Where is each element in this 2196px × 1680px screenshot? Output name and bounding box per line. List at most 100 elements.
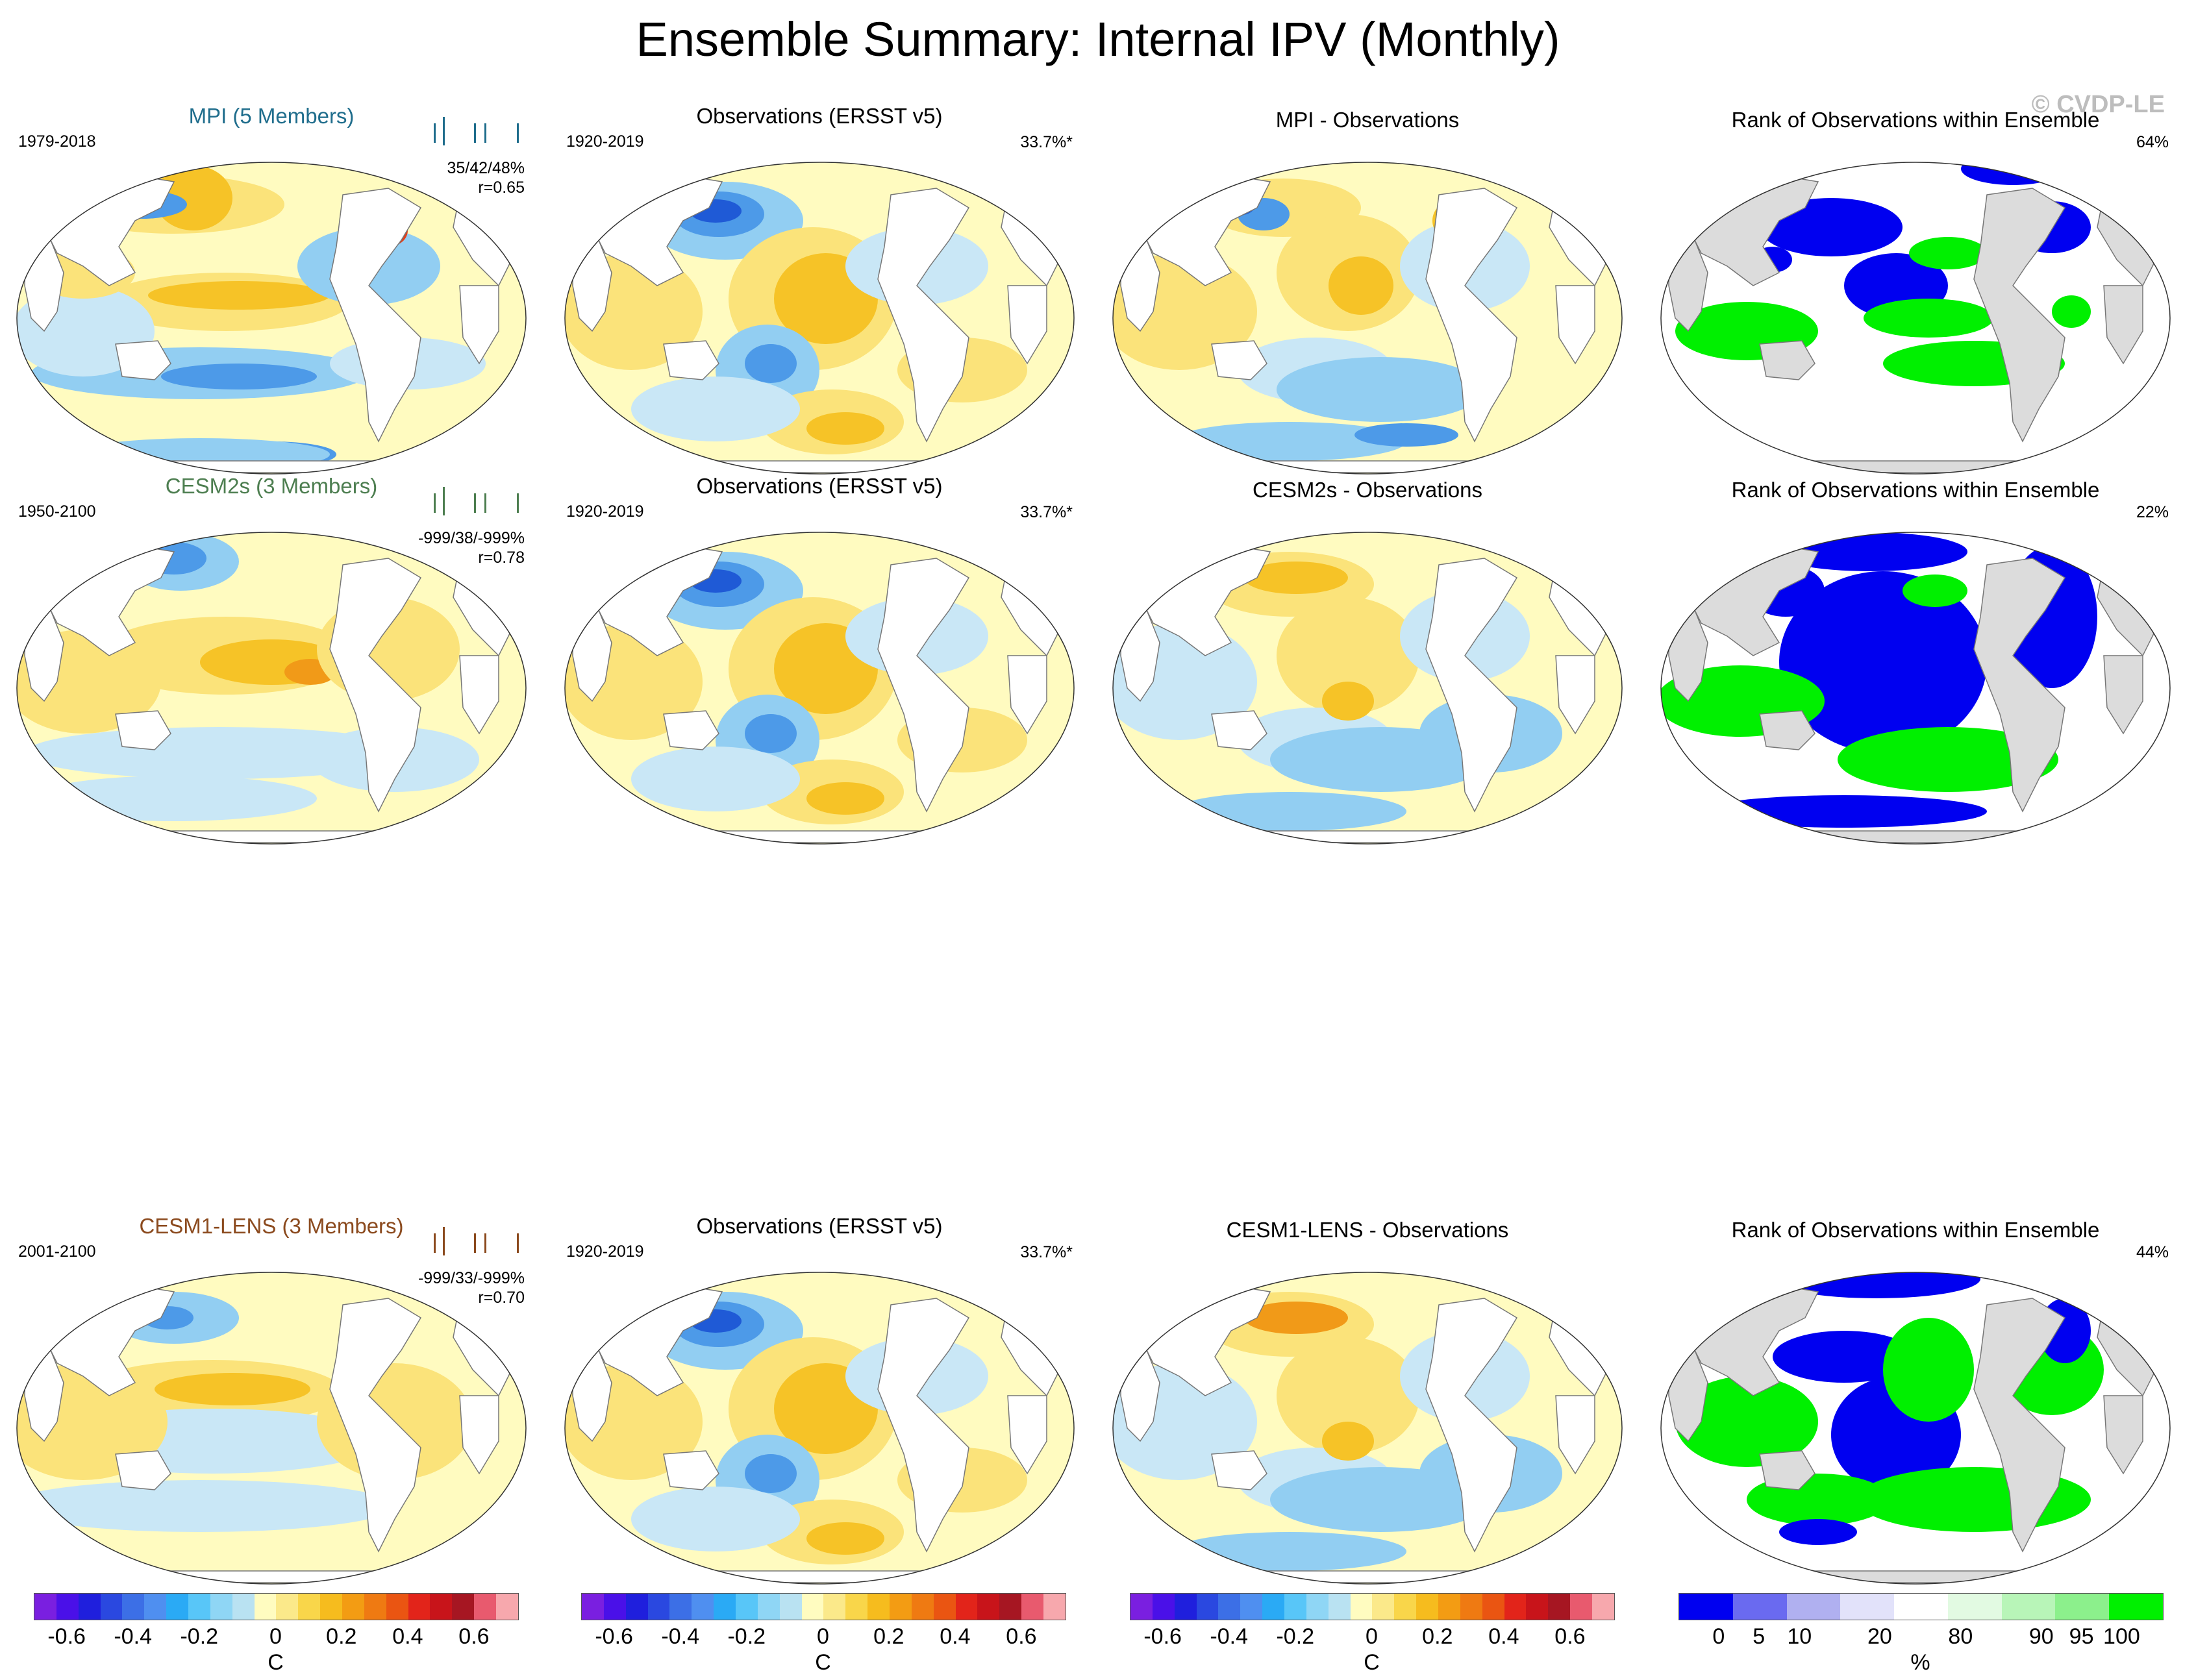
anomaly-region: [1903, 574, 1967, 607]
land-mass: [459, 655, 499, 735]
colorbar-swatch: [1504, 1594, 1527, 1620]
colorbar-swatch: [1460, 1594, 1482, 1620]
colorbar-swatch: [1350, 1594, 1373, 1620]
colorbar-swatch: [955, 1594, 978, 1620]
land-mass: [1211, 710, 1267, 750]
globe-outline: [1660, 1272, 2171, 1585]
anomaly-region: [631, 747, 800, 811]
anomaly-region: [631, 377, 800, 441]
map-container: [1649, 487, 2182, 850]
colorbar-tick-label: 90: [2028, 1624, 2054, 1649]
land-mass: [329, 188, 422, 443]
colorbar-swatch: [1196, 1594, 1219, 1620]
anomaly-region: [31, 776, 317, 821]
colorbar-swatch: [1284, 1594, 1306, 1620]
colorbar-tick-label: 0.2: [326, 1624, 357, 1649]
colorbar-tick-label: 0.2: [1422, 1624, 1453, 1649]
rank-colorbar: [1678, 1593, 2164, 1620]
colorbar-swatch: [276, 1594, 299, 1620]
land-mass: [1668, 610, 1708, 702]
colorbar-swatch: [1679, 1594, 1733, 1620]
land-mass: [1746, 1570, 2098, 1583]
rank-panel-title: Rank of Observations within Ensemble: [1731, 478, 2100, 502]
land-mass: [329, 1298, 422, 1553]
anomaly-region: [745, 344, 797, 383]
member-tick: [474, 1233, 476, 1253]
model-panel-title: CESM2s (3 Members): [165, 474, 378, 498]
member-tick: [434, 123, 436, 143]
colorbar-tick-label: 0.2: [873, 1624, 905, 1649]
colorbar-unit: C: [268, 1650, 284, 1675]
member-tick: [484, 493, 486, 513]
member-tick: [434, 1233, 436, 1253]
obs-map: [564, 1272, 1075, 1585]
land-mass: [1668, 1350, 1708, 1442]
colorbar-swatch: [188, 1594, 210, 1620]
land-mass: [115, 340, 171, 380]
colorbar-unit: C: [815, 1650, 831, 1675]
member-tick: [443, 487, 445, 515]
period-label: 1979-2018: [18, 132, 96, 151]
temp-colorbar: [1130, 1593, 1615, 1620]
anomaly-region: [2071, 727, 2123, 792]
percent-label: 22%: [2136, 503, 2169, 521]
pattern-correlation: r=0.70: [478, 1289, 525, 1307]
period-label: 1950-2100: [18, 502, 96, 521]
anomaly-region: [631, 1487, 800, 1551]
colorbar-swatch: [100, 1594, 123, 1620]
temp-colorbar: [34, 1593, 519, 1620]
model-map: [16, 532, 527, 845]
anomaly-region: [1909, 237, 1987, 269]
anomaly-region: [1961, 162, 2065, 185]
anomaly-region: [806, 1522, 884, 1555]
land-mass: [102, 1570, 454, 1583]
land-mass: [1746, 460, 2098, 473]
colorbar-swatch: [320, 1594, 343, 1620]
period-label: 1920-2019: [566, 1242, 644, 1261]
colorbar-swatch: [34, 1594, 56, 1620]
land-mass: [1759, 1450, 1815, 1490]
colorbar-swatch: [298, 1594, 321, 1620]
land-mass: [24, 1350, 64, 1442]
land-mass: [1198, 460, 1550, 473]
colorbar-swatch: [430, 1594, 453, 1620]
map-container: [5, 117, 538, 480]
anomaly-region: [17, 1480, 395, 1532]
land-mass: [1007, 285, 1047, 365]
land-mass: [1555, 285, 1595, 365]
colorbar-swatch: [692, 1594, 714, 1620]
model-panel: CESM2s (3 Members) 1950-2100 -999/38/-999%…: [5, 474, 538, 845]
land-mass: [663, 1450, 719, 1490]
colorbar-swatch: [1130, 1594, 1153, 1620]
member-tick: [484, 123, 486, 143]
land-mass: [663, 710, 719, 750]
colorbar-swatch: [1947, 1594, 2002, 1620]
globe-outline: [1112, 1272, 1623, 1585]
percent-label: 33.7%*: [1020, 133, 1073, 151]
colorbar-swatch: [1021, 1594, 1044, 1620]
diff-panel: CESM2s - Observations: [1101, 474, 1634, 845]
period-label: 1920-2019: [566, 132, 644, 151]
colorbar-swatch: [823, 1594, 846, 1620]
land-mass: [459, 285, 499, 365]
model-panel: MPI (5 Members) 1979-2018 35/42/48% r=0.65: [5, 104, 538, 475]
colorbar-swatch: [56, 1594, 79, 1620]
obs-panel-title: Observations (ERSST v5): [696, 1214, 943, 1238]
land-mass: [650, 460, 1002, 473]
anomaly-region: [161, 364, 317, 389]
temp-colorbar: [581, 1593, 1066, 1620]
colorbar-tick-label: 0: [1712, 1624, 1725, 1649]
land-mass: [1120, 1350, 1160, 1442]
map-container: [1649, 1227, 2182, 1590]
obs-map: [564, 162, 1075, 475]
colorbar-tick-label: 5: [1753, 1624, 1766, 1649]
colorbar-swatch: [1526, 1594, 1549, 1620]
colorbar-swatch: [757, 1594, 780, 1620]
anomaly-region: [1322, 682, 1374, 721]
percent-range: -999/38/-999%: [418, 529, 525, 547]
land-mass: [1211, 1450, 1267, 1490]
anomaly-region: [745, 1454, 797, 1493]
rank-panel: Rank of Observations within Ensemble 22%: [1649, 474, 2182, 845]
colorbar-swatch: [1894, 1594, 1948, 1620]
colorbar-swatch: [1372, 1594, 1395, 1620]
